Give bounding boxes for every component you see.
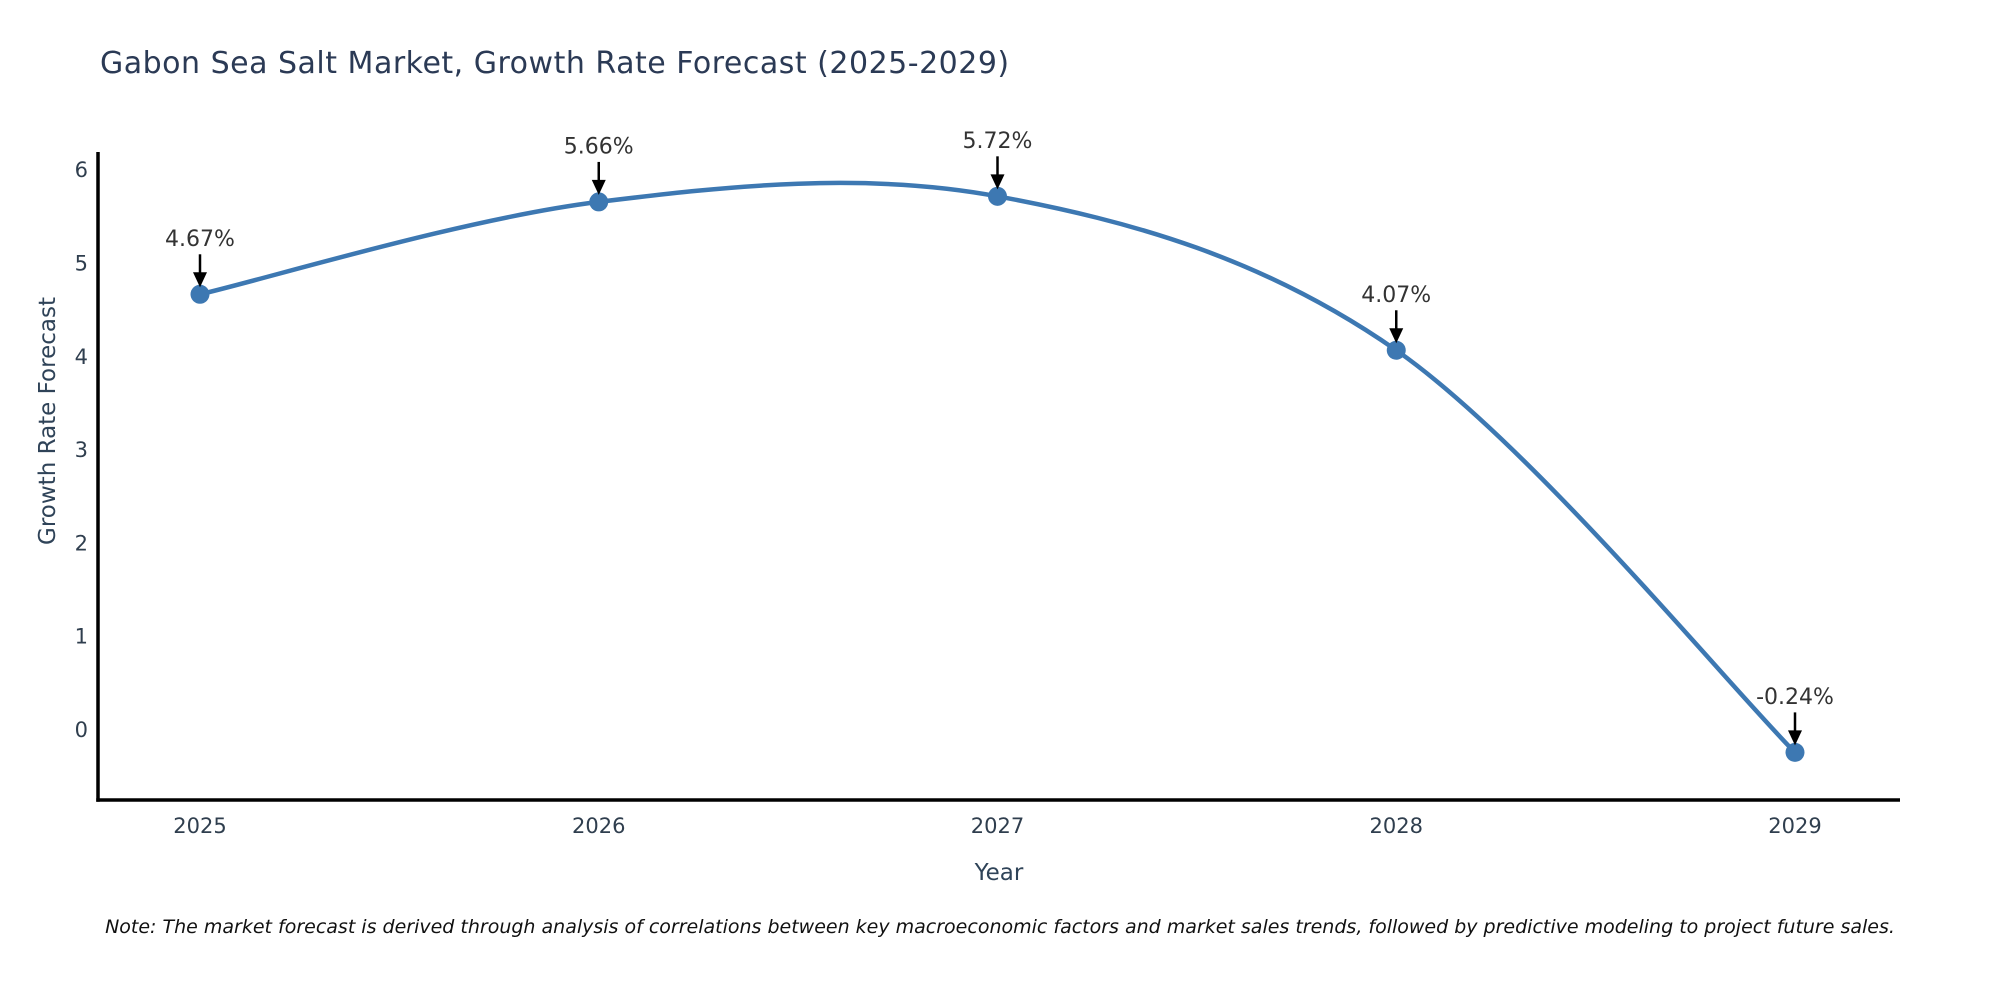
y-tick-label: 6 bbox=[75, 158, 88, 182]
annotation-arrowhead-icon bbox=[990, 174, 1005, 190]
y-tick-label: 2 bbox=[75, 531, 88, 555]
x-tick-label: 2029 bbox=[1768, 814, 1821, 838]
data-point-label: 4.67% bbox=[165, 227, 235, 252]
data-point-marker bbox=[1785, 742, 1805, 762]
y-tick-label: 4 bbox=[75, 345, 88, 369]
data-point-marker bbox=[988, 186, 1007, 206]
data-point-marker bbox=[589, 192, 609, 212]
x-tick-label: 2027 bbox=[971, 814, 1024, 838]
x-tick-label: 2026 bbox=[572, 814, 625, 838]
chart-title: Gabon Sea Salt Market, Growth Rate Forec… bbox=[100, 46, 1010, 81]
annotation-arrowhead-icon bbox=[1389, 328, 1404, 344]
y-tick-label: 5 bbox=[75, 252, 88, 276]
x-tick-label: 2028 bbox=[1370, 814, 1423, 838]
footnote: Note: The market forecast is derived thr… bbox=[105, 916, 1895, 938]
data-point-label: 4.07% bbox=[1361, 283, 1431, 308]
annotation-arrowhead-icon bbox=[591, 179, 606, 195]
data-point-label: -0.24% bbox=[1756, 685, 1834, 710]
annotation-arrowhead-icon bbox=[1788, 730, 1802, 746]
x-tick-label: 2025 bbox=[173, 814, 226, 838]
data-point-label: 5.72% bbox=[963, 129, 1033, 154]
data-point-label: 5.66% bbox=[564, 134, 634, 159]
data-point-marker bbox=[1386, 340, 1406, 360]
data-point-marker bbox=[190, 284, 210, 304]
y-tick-label: 1 bbox=[75, 625, 88, 649]
y-tick-label: 3 bbox=[75, 438, 88, 462]
y-axis-title: Growth Rate Forecast bbox=[35, 297, 61, 545]
y-tick-label: 0 bbox=[75, 718, 88, 742]
forecast-line bbox=[197, 180, 1798, 755]
x-axis-title: Year bbox=[974, 860, 1024, 886]
annotation-arrowhead-icon bbox=[193, 272, 207, 288]
